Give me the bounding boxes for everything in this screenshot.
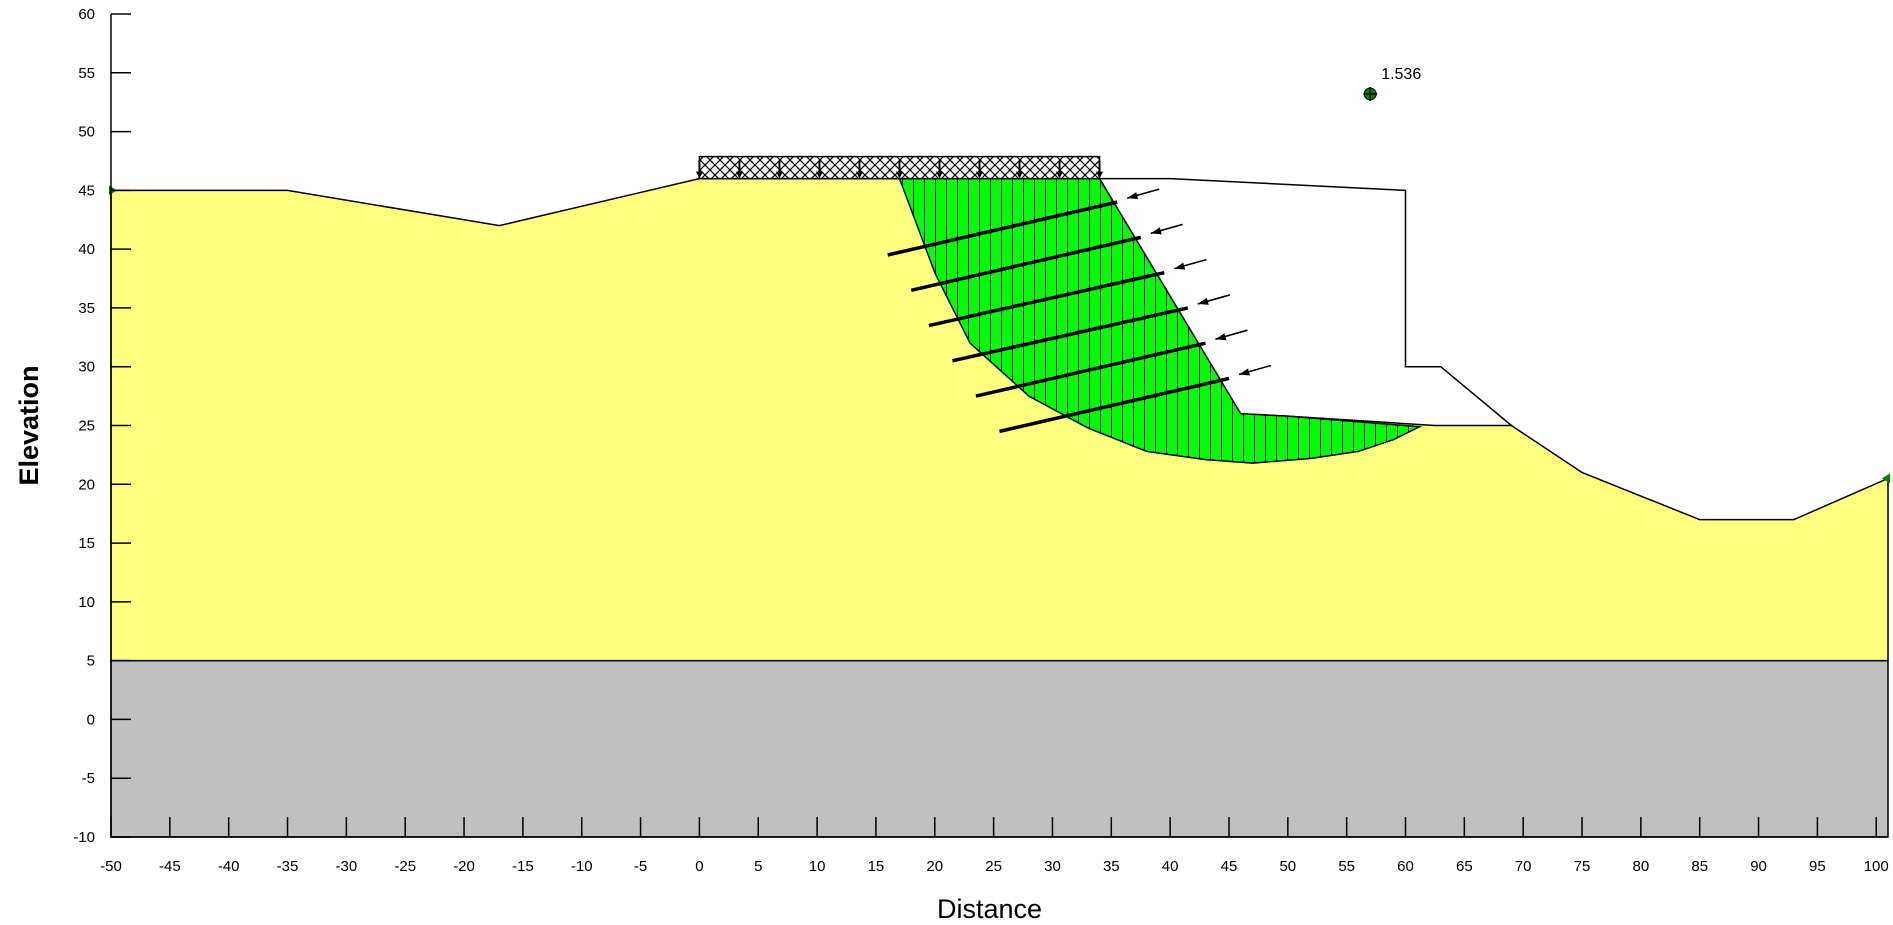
y-tick-label: 5 (87, 653, 95, 670)
load-arrow-head (815, 171, 823, 179)
load-arrow-head (695, 171, 703, 179)
y-tick-label: 40 (78, 241, 95, 258)
anchor-arrow-head (1174, 262, 1186, 270)
load-arrow-head (735, 171, 743, 179)
x-tick-label: 15 (868, 858, 885, 875)
y-tick-label: 10 (78, 594, 95, 611)
lower-soil-layer (110, 659, 1889, 838)
x-tick-label: 40 (1162, 858, 1179, 875)
x-tick-label: 60 (1397, 858, 1414, 875)
y-tick-label: 20 (78, 476, 95, 493)
anchor (999, 364, 1272, 434)
x-tick-label: 25 (985, 858, 1002, 875)
x-tick-label: 90 (1750, 858, 1767, 875)
y-tick-label: 35 (78, 300, 95, 317)
soil-layers (109, 177, 1890, 838)
slip-center-group: 1.536 (1363, 66, 1421, 101)
x-tick-label: 30 (1044, 858, 1061, 875)
x-tick-label: -35 (277, 858, 299, 875)
x-tick-label: -10 (571, 858, 593, 875)
anchor-bar (910, 235, 1142, 292)
anchor-bar (952, 306, 1189, 363)
anchor-bar (928, 270, 1165, 328)
x-tick-label: 75 (1574, 858, 1591, 875)
anchor (910, 223, 1183, 292)
x-tick-label: -20 (453, 858, 475, 875)
anchor-arrow-head (1215, 333, 1227, 341)
x-axis-title: Distance (937, 894, 1042, 924)
anchor (887, 188, 1160, 257)
x-tick-label: -25 (394, 858, 416, 875)
x-tick-label: 50 (1279, 858, 1296, 875)
anchor-arrow-head (1197, 297, 1209, 305)
x-tick-label: 35 (1103, 858, 1120, 875)
y-tick-label: 25 (78, 418, 95, 435)
x-tick-label: 100 (1864, 858, 1889, 875)
anchor (975, 329, 1248, 398)
y-tick-label: 50 (78, 124, 95, 141)
x-tick-label: 5 (754, 858, 762, 875)
x-tick-label: 85 (1691, 858, 1708, 875)
anchor (952, 294, 1231, 363)
load-arrow-head (855, 171, 863, 179)
x-tick-label: 0 (695, 858, 703, 875)
right-boundary-marker (1882, 473, 1890, 484)
y-tick-label: 60 (78, 6, 95, 23)
anchor-arrow-head (1127, 192, 1139, 200)
x-tick-label: -15 (512, 858, 534, 875)
load-arrow-head (935, 171, 943, 179)
y-tick-label: 45 (78, 182, 95, 199)
y-tick-label: -10 (73, 829, 95, 846)
x-tick-label: -45 (159, 858, 181, 875)
x-axis-ticks: -50 -45 -40 -35 -30 -25 -20 -15 -10 -5 0 5 10 15 20 25 3… (100, 817, 1889, 875)
x-tick-label: 65 (1456, 858, 1473, 875)
factor-of-safety-label: 1.536 (1381, 66, 1421, 83)
anchors-group (887, 188, 1272, 434)
excavation-outline (1099, 177, 1512, 427)
x-tick-label: -30 (336, 858, 358, 875)
load-arrow-head (975, 171, 983, 179)
x-tick-label: 45 (1221, 858, 1238, 875)
surcharge-load (695, 155, 1104, 180)
x-tick-label: 95 (1809, 858, 1826, 875)
x-tick-label: 70 (1515, 858, 1532, 875)
y-axis-title: Elevation (14, 365, 44, 485)
load-arrow-head (1016, 171, 1024, 179)
anchor-arrow-head (1238, 368, 1250, 376)
x-tick-label: 80 (1633, 858, 1650, 875)
y-tick-label: 30 (78, 359, 95, 376)
anchor-arrow-head (1150, 227, 1162, 235)
anchor (928, 258, 1207, 328)
load-arrow-head (1096, 171, 1104, 179)
x-tick-label: -5 (634, 858, 647, 875)
upper-soil-layer (110, 177, 1889, 662)
x-tick-label: -40 (218, 858, 240, 875)
anchor-bar (999, 376, 1230, 434)
x-tick-label: 55 (1338, 858, 1355, 875)
x-tick-label: 10 (809, 858, 826, 875)
sliding-mass (898, 177, 1423, 464)
y-tick-label: 0 (87, 711, 95, 728)
y-tick-label: -5 (82, 770, 95, 787)
y-tick-label: 15 (78, 535, 95, 552)
anchor-bar (887, 200, 1118, 257)
load-arrow-head (1056, 171, 1064, 179)
y-tick-label: 55 (78, 65, 95, 82)
load-arrow-head (775, 171, 783, 179)
x-tick-label: 20 (926, 858, 943, 875)
anchor-bar (975, 341, 1206, 398)
x-tick-label: -50 (100, 858, 122, 875)
load-arrow-head (895, 171, 903, 179)
